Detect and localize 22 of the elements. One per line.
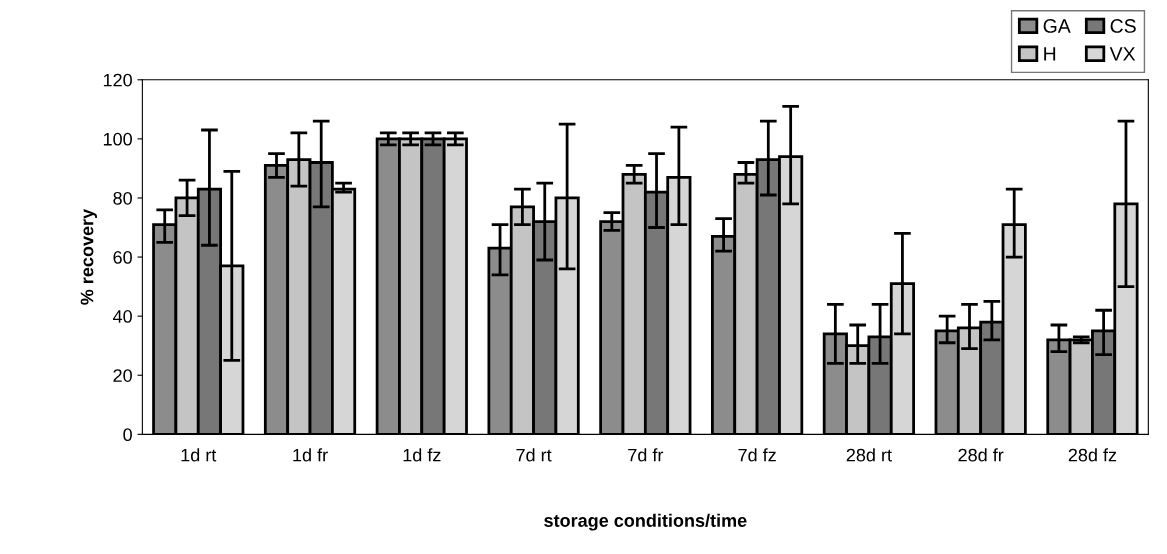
x-tick-label: 1d fz (403, 448, 441, 462)
legend-label: CS (1110, 19, 1136, 33)
x-tick-label: 1d rt (181, 448, 217, 462)
y-tick-label: 100 (103, 132, 132, 146)
y-axis-title: % recovery (80, 208, 97, 305)
x-tick-label: 7d fz (738, 448, 776, 462)
legend-label: VX (1109, 47, 1136, 61)
x-tick-label: 28d rt (846, 448, 892, 462)
y-tick-label: 40 (112, 310, 132, 323)
y-tick-label: 20 (113, 369, 132, 382)
y-tick-label: 60 (113, 250, 132, 264)
x-axis-title: storage conditions/time (544, 513, 747, 531)
legend-label: GA (1043, 19, 1071, 33)
y-tick-label: 80 (113, 191, 132, 205)
y-tick-label: 120 (103, 73, 132, 87)
x-tick-label: 7d fr (628, 448, 664, 462)
x-tick-label: 1d fr (293, 448, 328, 462)
x-tick-label: 28d fz (1068, 448, 1117, 462)
x-tick-label: 28d fr (958, 448, 1004, 462)
y-tick-label: 0 (123, 428, 132, 442)
x-tick-label: 7d rt (516, 448, 552, 462)
legend-label: H (1044, 47, 1056, 61)
